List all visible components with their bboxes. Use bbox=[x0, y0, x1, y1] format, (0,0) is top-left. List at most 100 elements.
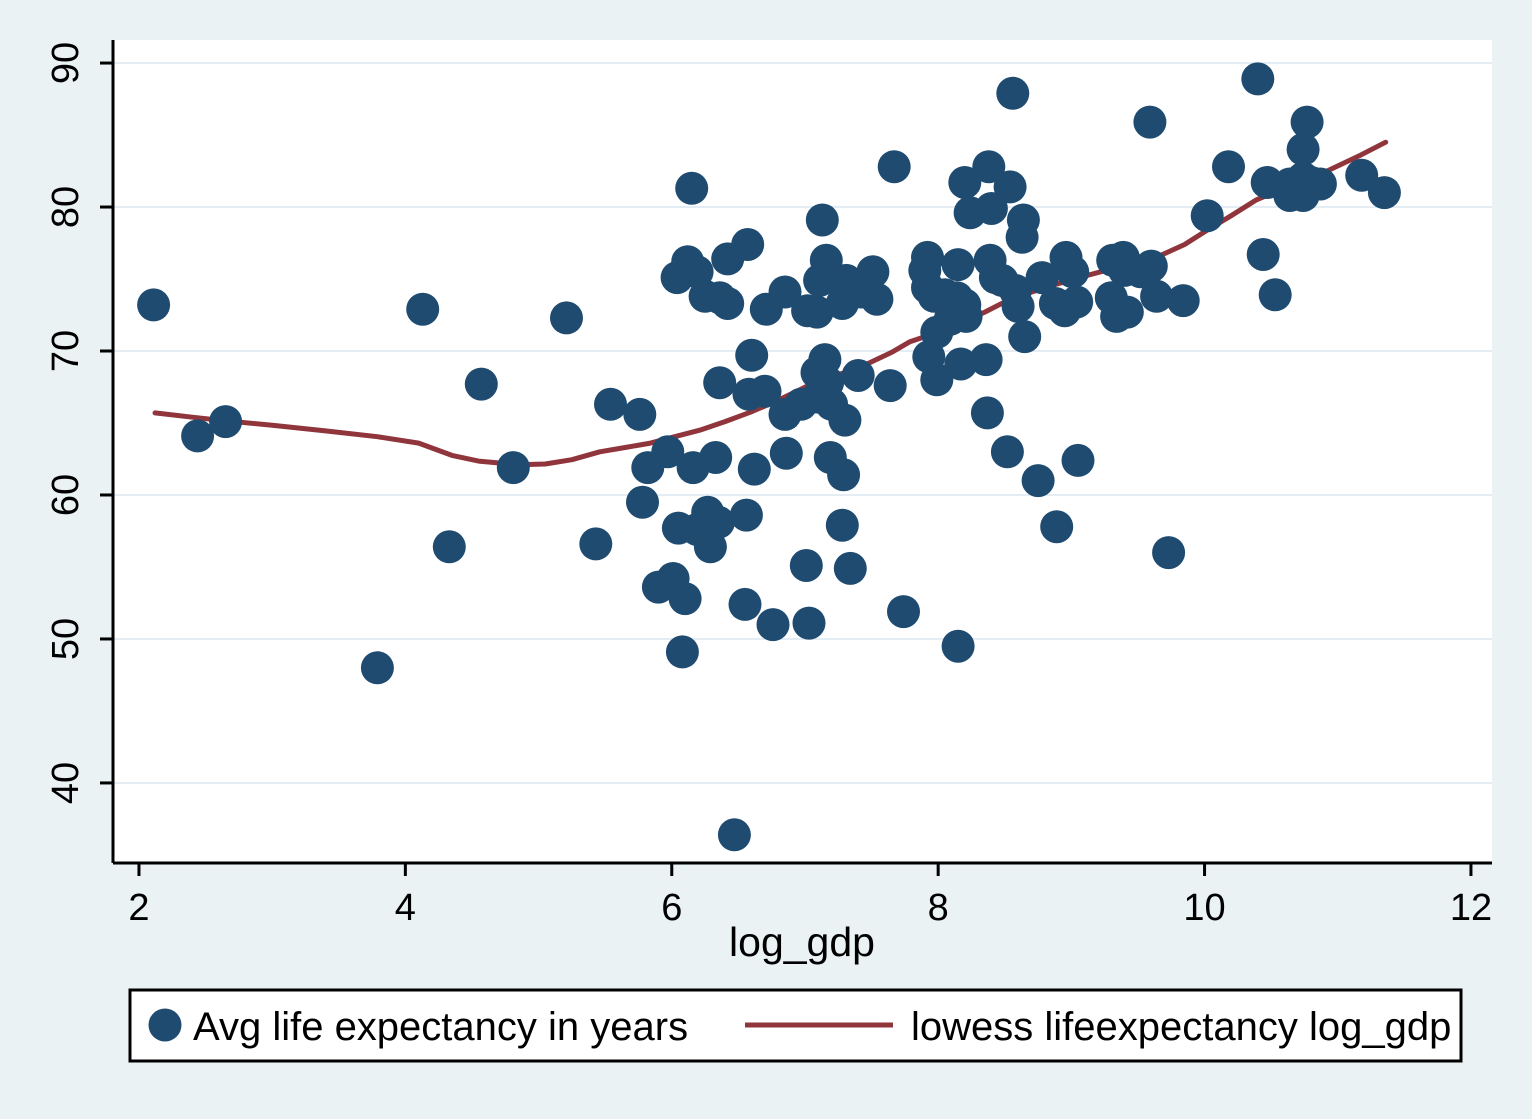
scatter-point bbox=[703, 366, 737, 400]
scatter-point bbox=[668, 582, 702, 616]
scatter-point bbox=[827, 458, 861, 492]
scatter-point bbox=[1060, 285, 1094, 319]
scatter-point bbox=[860, 282, 894, 316]
scatter-points bbox=[137, 62, 1401, 852]
scatter-point bbox=[877, 150, 911, 184]
x-tick-label: 8 bbox=[928, 887, 949, 929]
scatter-point bbox=[1345, 158, 1379, 192]
scatter-point bbox=[728, 587, 762, 621]
scatter-point bbox=[789, 549, 823, 582]
scatter-point bbox=[737, 452, 771, 486]
scatter-point bbox=[941, 629, 975, 663]
scatter-point bbox=[941, 248, 975, 282]
scatter-point bbox=[550, 301, 583, 335]
scatter-point bbox=[1140, 279, 1174, 313]
scatter-point bbox=[970, 396, 1004, 430]
x-axis-ticks: 2 4 6 8 10 12 bbox=[128, 863, 1492, 929]
y-tick-label: 90 bbox=[45, 42, 87, 84]
scatter-point bbox=[675, 171, 709, 205]
scatter-point bbox=[496, 451, 530, 485]
scatter-point bbox=[949, 299, 983, 333]
scatter-point bbox=[432, 530, 466, 564]
legend-marker-icon bbox=[148, 1008, 182, 1042]
scatter-point bbox=[792, 606, 826, 640]
scatter-point bbox=[701, 505, 735, 539]
scatter-point bbox=[769, 436, 803, 470]
scatter-point bbox=[1166, 284, 1200, 318]
scatter-point bbox=[996, 76, 1030, 110]
x-tick-label: 2 bbox=[128, 887, 149, 929]
scatter-point bbox=[993, 170, 1027, 204]
scatter-point bbox=[809, 243, 843, 277]
legend-label-scatter: Avg life expectancy in years bbox=[193, 1005, 688, 1049]
legend-label-lowess: lowess lifeexpectancy log_gdp bbox=[911, 1005, 1451, 1049]
x-tick-label: 12 bbox=[1450, 887, 1492, 929]
scatter-point bbox=[209, 405, 243, 439]
scatter-point bbox=[1133, 105, 1167, 139]
y-tick-label: 80 bbox=[45, 186, 87, 228]
scatter-point bbox=[137, 288, 171, 322]
x-axis-title: log_gdp bbox=[729, 919, 875, 965]
scatter-point bbox=[594, 387, 627, 421]
scatter-point bbox=[948, 166, 982, 199]
scatter-point bbox=[800, 295, 834, 329]
scatter-point bbox=[974, 192, 1008, 225]
scatter-point bbox=[1001, 289, 1035, 323]
scatter-point bbox=[1006, 203, 1040, 237]
scatter-point bbox=[1286, 132, 1320, 166]
scatter-point bbox=[990, 435, 1024, 469]
scatter-point bbox=[579, 527, 613, 561]
scatter-point bbox=[464, 367, 498, 401]
scatter-point bbox=[1367, 176, 1401, 210]
scatter-point bbox=[828, 403, 862, 437]
scatter-point bbox=[768, 275, 802, 309]
x-tick-label: 6 bbox=[661, 887, 682, 929]
y-tick-label: 40 bbox=[45, 762, 87, 804]
scatter-point bbox=[944, 347, 978, 381]
scatter-point bbox=[1152, 536, 1186, 570]
scatter-point bbox=[711, 287, 745, 320]
scatter-point bbox=[1040, 510, 1074, 544]
scatter-point bbox=[406, 292, 440, 326]
scatter-point bbox=[856, 255, 890, 289]
scatter-point bbox=[651, 435, 685, 469]
scatter-point bbox=[665, 635, 699, 669]
scatter-point bbox=[1212, 150, 1245, 184]
scatter-point bbox=[1290, 105, 1324, 139]
scatter-point bbox=[1258, 278, 1292, 312]
scatter-point bbox=[626, 485, 659, 519]
scatter-point bbox=[805, 203, 839, 237]
scatter-point bbox=[1061, 443, 1095, 477]
y-axis-ticks: 40 50 60 70 80 90 bbox=[45, 42, 113, 804]
scatter-point bbox=[969, 343, 1003, 377]
y-tick-label: 60 bbox=[45, 474, 87, 516]
scatter-point bbox=[911, 240, 944, 274]
scatter-point bbox=[1246, 238, 1280, 271]
scatter-point bbox=[623, 397, 657, 431]
scatter-point bbox=[1056, 255, 1090, 289]
scatter-point bbox=[735, 338, 769, 372]
scatter-point bbox=[748, 374, 782, 408]
scatter-point bbox=[873, 369, 907, 403]
x-tick-label: 10 bbox=[1183, 887, 1225, 929]
scatter-point bbox=[1110, 295, 1144, 329]
legend: Avg life expectancy in years lowess life… bbox=[128, 988, 1463, 1063]
scatter-point bbox=[731, 228, 765, 261]
scatter-point bbox=[729, 498, 763, 532]
scatter-point bbox=[699, 441, 733, 474]
scatter-point bbox=[717, 818, 751, 852]
scatter-point bbox=[360, 651, 394, 685]
scatter-point bbox=[1303, 167, 1337, 201]
scatter-point bbox=[756, 608, 790, 642]
scatter-point bbox=[920, 363, 954, 397]
scatter-point bbox=[181, 419, 215, 453]
scatter-point bbox=[825, 508, 859, 542]
scatter-point bbox=[833, 551, 867, 585]
scatter-point bbox=[1025, 261, 1059, 295]
y-tick-label: 50 bbox=[45, 618, 87, 660]
scatter-point bbox=[887, 595, 920, 629]
scatter-point bbox=[1008, 320, 1042, 354]
y-tick-label: 70 bbox=[45, 330, 87, 372]
